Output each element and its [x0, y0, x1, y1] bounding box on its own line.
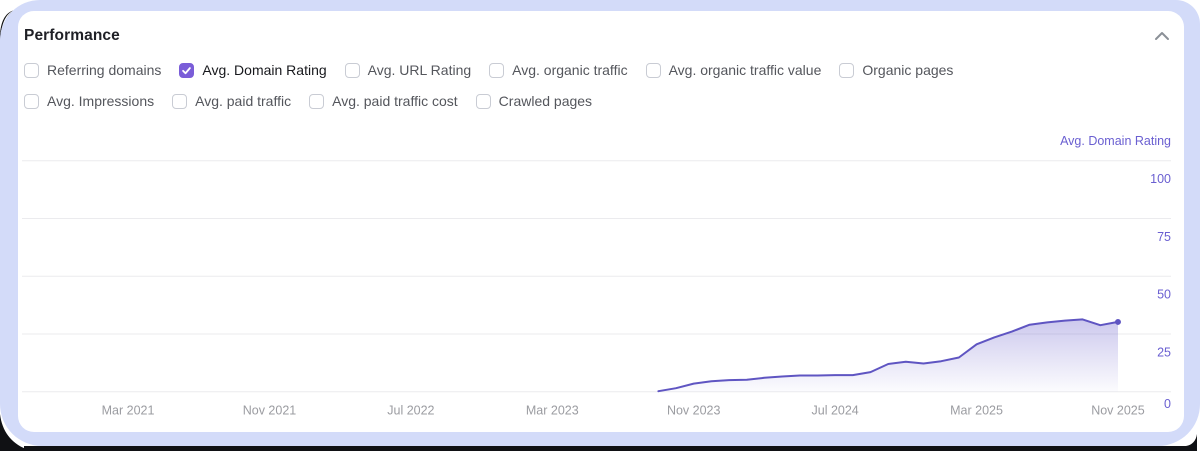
- filter-checkbox-avg-organic-traffic[interactable]: Avg. organic traffic: [489, 62, 628, 78]
- card-header: Performance: [24, 24, 1172, 48]
- filter-label: Crawled pages: [498, 93, 593, 109]
- filter-label: Avg. Impressions: [47, 93, 155, 109]
- x-tick-label-nov-2023: Nov 2023: [667, 404, 721, 418]
- y-tick-label-0: 0: [1164, 397, 1171, 411]
- filter-checkbox-avg-impressions[interactable]: Avg. Impressions: [24, 93, 154, 109]
- y-tick-label-75: 75: [1157, 230, 1171, 244]
- x-tick-label-jul-2022: Jul 2022: [387, 404, 434, 418]
- checkbox-unchecked-icon: [645, 62, 661, 78]
- window-corner-bottom-left: [0, 414, 26, 451]
- x-tick-label-mar-2025: Mar 2025: [950, 404, 1003, 418]
- chevron-up-icon: [1155, 32, 1169, 40]
- filter-label: Avg. Domain Rating: [202, 62, 327, 78]
- filter-label: Avg. paid traffic: [195, 93, 292, 109]
- series-endpoint-marker: [1114, 318, 1121, 325]
- filter-checkbox-avg-paid-traffic-cost[interactable]: Avg. paid traffic cost: [309, 93, 458, 109]
- filter-row-1: Referring domains Avg. Domain Rating Avg. …: [24, 62, 1174, 78]
- x-tick-label-nov-2021: Nov 2021: [243, 404, 297, 418]
- filter-checkbox-avg-organic-traffic-value[interactable]: Avg. organic traffic value: [645, 62, 822, 78]
- checkbox-checked-icon: [179, 62, 195, 78]
- checkbox-unchecked-icon: [344, 62, 360, 78]
- filter-checkbox-avg-paid-traffic[interactable]: Avg. paid traffic: [172, 93, 291, 109]
- series-area-avg-domain-rating: [658, 319, 1118, 392]
- filter-label: Avg. URL Rating: [367, 62, 472, 78]
- checkbox-unchecked-icon: [489, 62, 505, 78]
- x-tick-label-nov-2025: Nov 2025: [1091, 404, 1145, 418]
- checkbox-unchecked-icon: [475, 93, 491, 109]
- checkbox-unchecked-icon: [309, 93, 325, 109]
- filter-checkbox-avg-domain-rating[interactable]: Avg. Domain Rating: [179, 62, 327, 78]
- filter-checkbox-crawled-pages[interactable]: Crawled pages: [475, 93, 593, 109]
- x-tick-label-mar-2023: Mar 2023: [526, 404, 579, 418]
- filter-label: Avg. paid traffic cost: [332, 93, 458, 109]
- filter-checkbox-organic-pages[interactable]: Organic pages: [839, 62, 953, 78]
- checkbox-unchecked-icon: [839, 62, 855, 78]
- series-line-avg-domain-rating: [657, 318, 1119, 393]
- y-axis-title: Avg. Domain Rating: [1060, 134, 1171, 148]
- filter-label: Avg. organic traffic value: [668, 62, 822, 78]
- y-tick-label-25: 25: [1157, 345, 1171, 359]
- collapse-button[interactable]: [1152, 29, 1172, 43]
- metric-filters: Referring domains Avg. Domain Rating Avg. …: [24, 62, 1174, 109]
- filter-checkbox-avg-url-rating[interactable]: Avg. URL Rating: [344, 62, 472, 78]
- y-tick-label-50: 50: [1157, 288, 1171, 302]
- y-tick-label-100: 100: [1150, 172, 1171, 186]
- performance-chart[interactable]: 100 75 50 25 0 Avg. Domain Rating Mar 2021 Nov …: [18, 11, 1184, 432]
- checkmark-icon: [182, 66, 192, 74]
- filter-checkbox-referring-domains[interactable]: Referring domains: [24, 62, 161, 78]
- checkbox-unchecked-icon: [172, 93, 188, 109]
- filter-label: Organic pages: [862, 62, 954, 78]
- filter-label: Avg. organic traffic: [512, 62, 628, 78]
- checkbox-unchecked-icon: [24, 62, 39, 78]
- panel-title: Performance: [24, 27, 120, 44]
- checkbox-unchecked-icon: [24, 93, 39, 109]
- performance-card: Performance Referring domains Avg. Domain…: [18, 11, 1184, 432]
- window-bottom-bar: [24, 434, 1197, 451]
- x-tick-label-jul-2024: Jul 2024: [812, 404, 859, 418]
- filter-label: Referring domains: [47, 62, 162, 78]
- filter-row-2: Avg. Impressions Avg. paid traffic Avg. pa…: [24, 93, 1174, 109]
- x-tick-label-mar-2021: Mar 2021: [102, 404, 155, 418]
